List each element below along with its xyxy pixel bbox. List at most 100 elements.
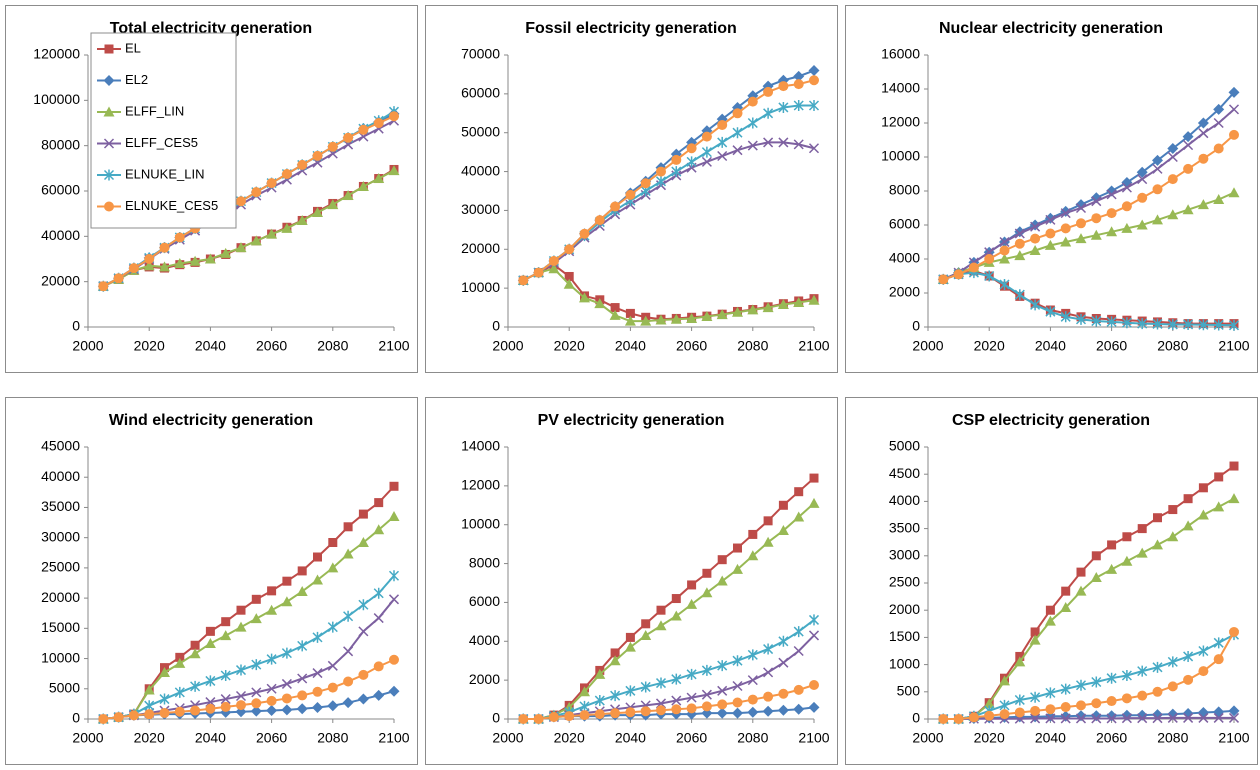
marker [1091, 551, 1101, 561]
marker [1137, 524, 1147, 534]
marker [1137, 690, 1148, 701]
marker [235, 242, 247, 253]
marker [1167, 174, 1178, 185]
marker [1183, 494, 1193, 504]
marker [1137, 318, 1148, 330]
marker [762, 302, 774, 313]
marker [1060, 311, 1071, 323]
marker [793, 645, 804, 657]
marker [716, 309, 728, 320]
marker [1045, 605, 1055, 615]
y-tick-label: 40000 [41, 468, 80, 484]
marker [343, 610, 354, 622]
marker [548, 712, 559, 723]
marker [1152, 539, 1163, 550]
marker [296, 214, 308, 225]
marker [1183, 140, 1194, 151]
x-tick-label: 2000 [492, 730, 523, 746]
marker [1153, 513, 1162, 523]
marker [1213, 117, 1224, 129]
marker [1152, 154, 1163, 166]
marker [104, 44, 114, 54]
marker [625, 189, 636, 200]
marker [625, 632, 635, 642]
marker [1152, 318, 1163, 330]
marker [103, 75, 115, 86]
marker [388, 685, 400, 697]
marker [656, 705, 666, 716]
marker [373, 173, 385, 184]
marker [762, 705, 774, 717]
marker [999, 699, 1010, 711]
marker [1152, 214, 1163, 225]
marker [594, 215, 605, 226]
marker [777, 298, 789, 309]
marker [717, 555, 727, 565]
y-tick-label: 80000 [41, 136, 80, 152]
marker [1090, 229, 1102, 240]
marker [281, 704, 293, 716]
marker [778, 635, 789, 647]
x-tick-label: 2040 [1035, 338, 1066, 354]
marker [671, 673, 682, 685]
y-tick-label: 10000 [461, 279, 500, 295]
x-tick-label: 2020 [974, 730, 1005, 746]
marker [328, 538, 338, 548]
marker [701, 131, 712, 142]
marker [113, 712, 124, 723]
marker [624, 641, 636, 652]
marker [1228, 187, 1240, 198]
marker [701, 156, 712, 167]
marker [763, 667, 774, 678]
marker [656, 605, 666, 615]
marker [1213, 637, 1224, 649]
legend-label: ELFF_LIN [125, 103, 184, 118]
marker [1030, 299, 1041, 311]
marker [1213, 654, 1224, 665]
marker [1213, 319, 1224, 331]
marker [159, 693, 170, 705]
marker [640, 681, 651, 693]
marker [655, 677, 667, 689]
y-tick-label: 25000 [41, 559, 80, 575]
y-tick-label: 0 [912, 318, 920, 334]
marker [1045, 228, 1056, 239]
marker [716, 707, 728, 719]
y-tick-label: 8000 [469, 554, 500, 570]
marker [793, 297, 805, 308]
marker [281, 647, 292, 659]
marker [747, 96, 758, 107]
marker [609, 309, 621, 320]
marker [266, 178, 277, 189]
marker [1198, 712, 1209, 723]
marker [250, 235, 262, 246]
x-tick-label: 2100 [378, 338, 409, 354]
marker [175, 652, 185, 662]
marker [1106, 316, 1117, 328]
marker [808, 630, 820, 641]
marker [174, 258, 186, 269]
marker [1122, 532, 1132, 542]
marker [655, 314, 667, 325]
x-tick-label: 2080 [737, 730, 768, 746]
marker [1197, 199, 1209, 210]
y-tick-label: 35000 [41, 498, 80, 514]
marker [144, 254, 155, 264]
marker [1183, 318, 1194, 330]
marker [1091, 676, 1102, 688]
marker [358, 669, 369, 680]
marker [1121, 555, 1133, 566]
marker [1121, 182, 1132, 193]
series-line [943, 633, 1235, 720]
marker [281, 678, 292, 689]
marker [640, 178, 651, 189]
x-tick-label: 2040 [195, 730, 226, 746]
marker [1136, 166, 1148, 178]
x-tick-label: 2000 [72, 730, 103, 746]
marker [1121, 713, 1132, 724]
y-tick-label: 2000 [469, 671, 500, 687]
marker [610, 201, 621, 212]
marker [327, 562, 339, 573]
x-tick-label: 2060 [676, 730, 707, 746]
